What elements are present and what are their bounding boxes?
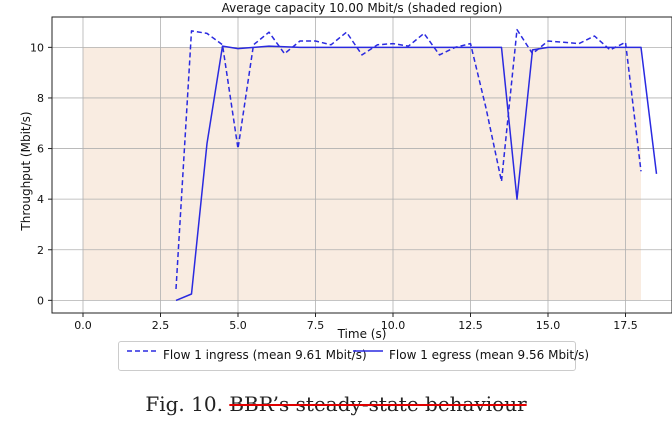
capacity-shaded-region <box>83 47 641 301</box>
legend-swatch-egress <box>353 350 383 352</box>
legend-swatch-ingress <box>127 350 157 352</box>
caption-prefix: Fig. 10. <box>145 392 223 416</box>
caption-text: BBR’s steady-state behaviour <box>229 392 527 416</box>
chart-title: Average capacity 10.00 Mbit/s (shaded re… <box>222 1 503 15</box>
throughput-chart: 0.0 2.5 5.0 7.5 10.0 12.5 15.0 17.5 0 2 4 6 8 10 Aver… <box>19 1 672 340</box>
y-tick-label: 6 <box>37 143 44 156</box>
y-tick-label: 8 <box>37 92 44 105</box>
x-tick-label: 2.5 <box>152 319 170 332</box>
y-tick-label: 2 <box>37 244 44 257</box>
series-line-egress <box>175 45 658 302</box>
x-tick-label: 7.5 <box>307 319 325 332</box>
figure-caption: Fig. 10. BBR’s steady-state behaviour <box>0 392 672 416</box>
plot-frame <box>51 16 672 314</box>
legend-label-ingress: Flow 1 ingress (mean 9.61 Mbit/s) <box>163 348 367 362</box>
chart-legend: Flow 1 ingress (mean 9.61 Mbit/s) Flow 1… <box>118 341 589 371</box>
x-tick-label: 0.0 <box>74 319 92 332</box>
y-axis-label: Throughput (Mbit/s) <box>19 111 33 231</box>
x-tick-label: 17.5 <box>613 319 638 332</box>
x-tick-label: 15.0 <box>536 319 561 332</box>
y-tick-label: 10 <box>30 41 44 54</box>
legend-label-egress: Flow 1 egress (mean 9.56 Mbit/s) <box>389 348 590 362</box>
x-tick-label: 12.5 <box>458 319 483 332</box>
x-tick-label: 5.0 <box>229 319 247 332</box>
series-line-ingress <box>175 28 642 290</box>
y-tick-label: 0 <box>37 294 44 307</box>
x-tick-label: 10.0 <box>381 319 406 332</box>
y-tick-label: 4 <box>37 193 44 206</box>
x-axis-label: Time (s) <box>337 327 387 340</box>
